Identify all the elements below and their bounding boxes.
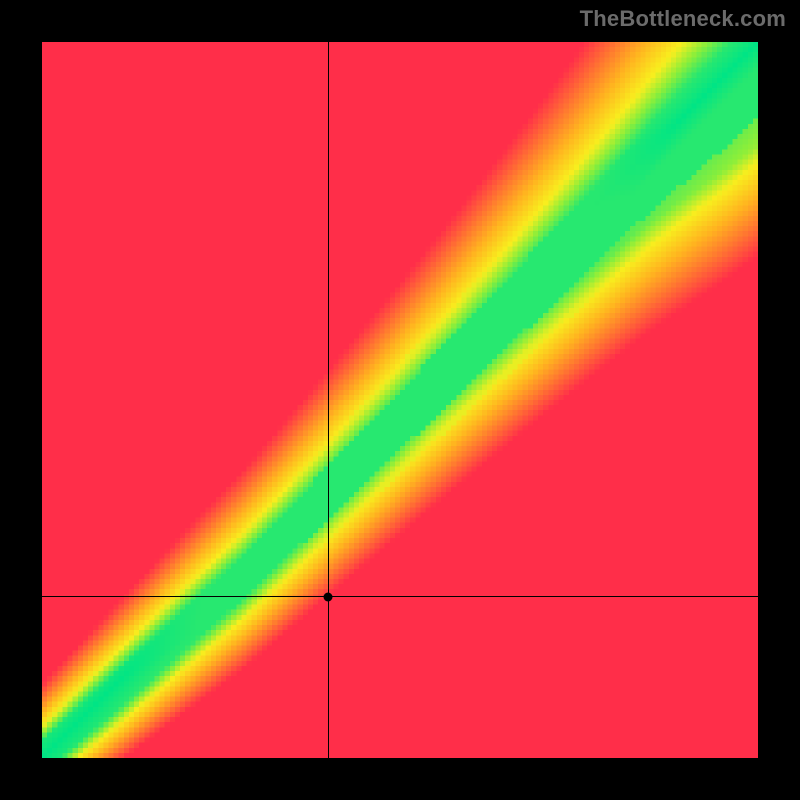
crosshair-marker-dot [324, 592, 333, 601]
heatmap-canvas [42, 42, 758, 758]
chart-frame: TheBottleneck.com [0, 0, 800, 800]
watermark-text: TheBottleneck.com [580, 6, 786, 32]
crosshair-horizontal-line [42, 596, 758, 597]
crosshair-vertical-line [328, 42, 329, 758]
plot-area [42, 42, 758, 758]
